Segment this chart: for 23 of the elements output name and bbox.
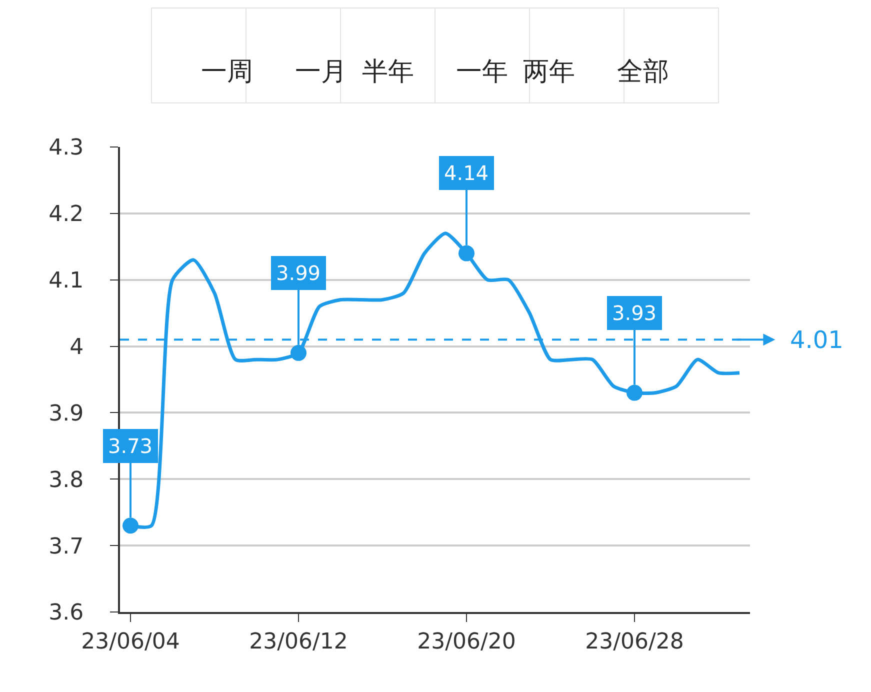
y-tick-label: 3.6 <box>48 600 84 626</box>
y-tick-label: 4.1 <box>48 268 84 294</box>
x-tick-label: 23/06/04 <box>81 629 180 654</box>
ref-line-label: 4.01 <box>790 326 844 354</box>
y-tick-label: 3.9 <box>48 401 84 426</box>
x-tick-label: 23/06/28 <box>585 629 684 654</box>
annotation: 3.73 <box>108 434 153 458</box>
y-tick-label: 3.8 <box>48 468 84 493</box>
annotation: 3.93 <box>612 301 657 325</box>
y-tick-label: 4.3 <box>48 136 84 161</box>
annotation: 3.99 <box>276 261 321 285</box>
y-tick-label: 4.2 <box>48 202 84 228</box>
text: 一月 <box>295 57 347 87</box>
text: 一周 <box>201 57 253 87</box>
y-tick-label: 3.7 <box>48 534 84 560</box>
x-tick-label: 23/06/20 <box>417 629 516 654</box>
annotation: 4.14 <box>444 161 489 185</box>
text: 两年 <box>523 57 575 87</box>
text: 半年 <box>362 57 414 87</box>
text: 一年 <box>456 57 508 87</box>
x-tick-label: 23/06/12 <box>249 629 348 654</box>
text: 全部 <box>617 57 669 87</box>
y-tick-label: 4 <box>70 334 84 360</box>
